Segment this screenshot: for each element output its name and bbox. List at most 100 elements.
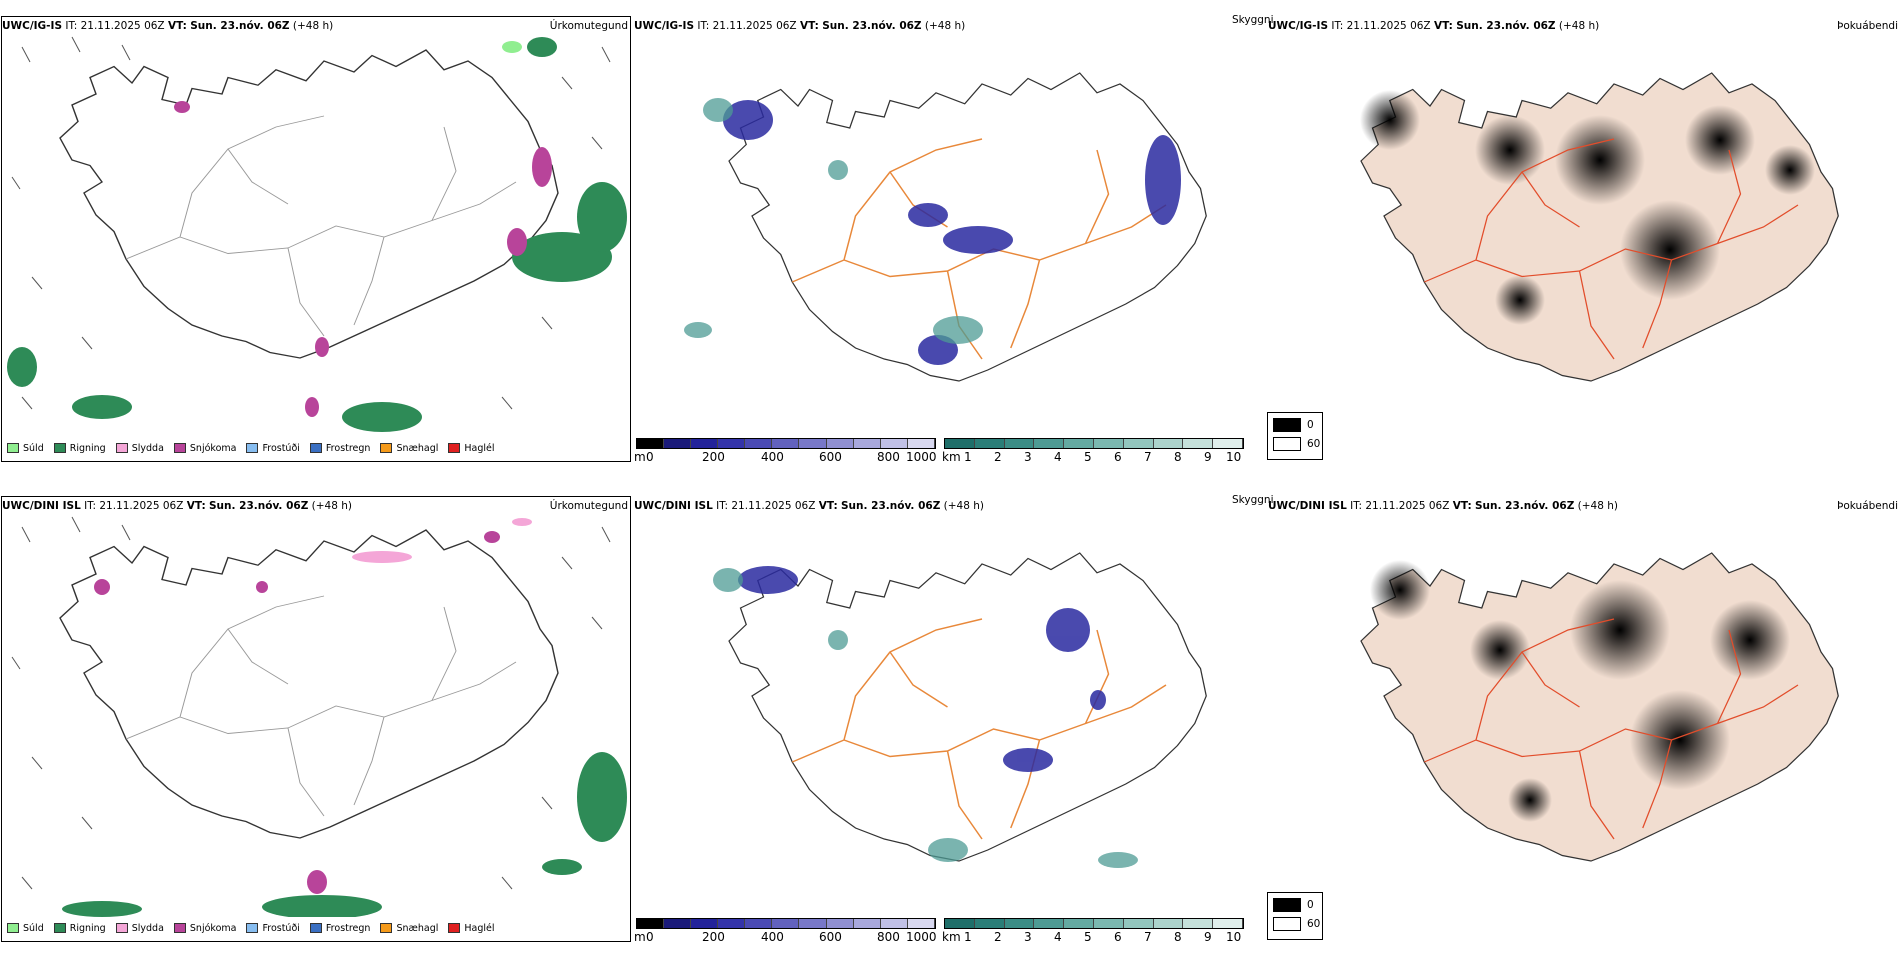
legend-item-freezing-drizzle: Frostúði	[246, 923, 300, 934]
colorbar-cell	[1064, 919, 1094, 928]
colorbar-cell	[1213, 919, 1243, 928]
legend-swatch	[115, 443, 128, 453]
colorbar-cell	[907, 439, 935, 448]
precip-legend: Súld Rigning Slydda Snjókoma Frostúði Fr…	[1, 435, 631, 461]
fog-header: UWC/IG-IS IT: 21.11.2025 06Z VT: Sun. 23…	[1268, 20, 1600, 32]
colorbar-cell	[1153, 439, 1184, 448]
colorbar-cell	[1183, 439, 1214, 448]
colorbar-cell	[853, 919, 881, 928]
legend-item-sleet: Slydda	[115, 923, 164, 934]
colorbar-cell	[945, 439, 975, 448]
legend-swatch	[53, 443, 66, 453]
fog-areas	[1360, 90, 1815, 325]
visibility-colorbar: km 1 2 3 4 5 6 7 8 9 10	[942, 918, 1244, 944]
precip-map	[11, 516, 627, 917]
cloud-base-colorbar: m 0 200 400 600 800 1000	[634, 438, 937, 464]
sleet-areas	[352, 518, 532, 563]
colorbar-cell	[637, 919, 665, 928]
fog-indicator-panel: UWC/IG-IS IT: 21.11.2025 06Z VT: Sun. 23…	[1266, 0, 1900, 475]
legend-item-snow-pellets: Snæhagl	[380, 443, 438, 454]
legend-item-freezing-rain: Frostregn	[309, 443, 370, 454]
cloud-title: Skyggni	[1232, 494, 1274, 506]
cloud-visibility-map	[713, 552, 1207, 868]
colorbar-cell	[1034, 439, 1065, 448]
legend-swatch	[7, 923, 19, 933]
wind-barb-icon	[11, 516, 611, 890]
fog-legend-item: 60	[1273, 917, 1322, 931]
fog-legend-item: 60	[1273, 437, 1322, 451]
snow-areas	[174, 101, 552, 417]
colorbar-cell	[1123, 439, 1154, 448]
low-cloud-areas	[738, 566, 1106, 772]
cloud-base-cells	[636, 438, 936, 449]
precip-map-frame	[1, 496, 631, 942]
colorbar-cell	[664, 919, 692, 928]
colorbar-cell	[974, 439, 1005, 448]
fog-indicator-panel: UWC/DINI ISL IT: 21.11.2025 06Z VT: Sun.…	[1266, 480, 1900, 955]
colorbar-cell	[637, 439, 665, 448]
visibility-cells	[944, 918, 1244, 929]
cloud-base-labels: m 0 200 400 600 800 1000	[634, 450, 937, 464]
colorbar-cell	[799, 919, 827, 928]
legend-swatch	[448, 923, 461, 933]
legend-item-rain: Rigning	[53, 923, 106, 934]
legend-item-rain: Rigning	[53, 443, 106, 454]
cloud-header: UWC/IG-IS IT: 21.11.2025 06Z VT: Sun. 23…	[634, 20, 966, 32]
colorbar-cell	[1093, 919, 1124, 928]
cloud-base-cells	[636, 918, 936, 929]
cloud-title: Skyggni	[1232, 14, 1274, 26]
fog-areas	[1370, 560, 1790, 822]
legend-swatch	[53, 923, 66, 933]
road-network-icon	[125, 115, 517, 337]
legend-swatch	[1273, 418, 1301, 432]
legend-swatch	[173, 923, 186, 933]
legend-item-drizzle: Súld	[7, 443, 44, 454]
legend-swatch	[448, 443, 461, 453]
colorbar-cell	[691, 919, 719, 928]
colorbar-cell	[664, 439, 692, 448]
precip-legend: Súld Rigning Slydda Snjókoma Frostúði Fr…	[1, 915, 631, 941]
legend-swatch	[173, 443, 186, 453]
legend-swatch	[380, 443, 393, 453]
precip-header: UWC/DINI ISL IT: 21.11.2025 06Z VT: Sun.…	[2, 500, 353, 512]
precip-title: Úrkomutegund	[549, 500, 628, 512]
legend-swatch	[1273, 917, 1301, 931]
iceland-coastline-icon	[59, 529, 559, 839]
colorbar-cell	[1123, 919, 1154, 928]
legend-item-freezing-rain: Frostregn	[309, 923, 370, 934]
legend-item-snow-pellets: Snæhagl	[380, 923, 438, 934]
legend-swatch	[1273, 898, 1301, 912]
legend-swatch	[7, 443, 19, 453]
colorbar-cell	[945, 919, 975, 928]
snow-areas	[94, 531, 500, 894]
colorbar-cell	[772, 919, 800, 928]
fog-title: Þokuábendi	[1837, 20, 1898, 32]
legend-item-freezing-drizzle: Frostúði	[246, 443, 300, 454]
colorbar-cell	[1183, 919, 1214, 928]
fog-legend-item: 0	[1273, 418, 1322, 432]
colorbar-cell	[691, 439, 719, 448]
rain-areas	[7, 37, 627, 432]
drizzle-area	[502, 41, 522, 53]
visibility-areas	[684, 98, 983, 344]
colorbar-cell	[907, 919, 935, 928]
cloud-header: UWC/DINI ISL IT: 21.11.2025 06Z VT: Sun.…	[634, 500, 985, 512]
colorbar-cell	[799, 439, 827, 448]
fog-header: UWC/DINI ISL IT: 21.11.2025 06Z VT: Sun.…	[1268, 500, 1619, 512]
colorbar-cell	[772, 439, 800, 448]
colorbar-cell	[826, 919, 854, 928]
legend-item-hail: Haglél	[448, 443, 495, 454]
colorbar-cell	[1064, 439, 1094, 448]
legend-swatch	[1273, 437, 1301, 451]
colorbar-cell	[1213, 439, 1243, 448]
legend-item-drizzle: Súld	[7, 923, 44, 934]
precip-type-panel: UWC/IG-IS IT: 21.11.2025 06Z VT: Sun. 23…	[0, 0, 632, 475]
visibility-labels: km 1 2 3 4 5 6 7 8 9 10	[942, 450, 1242, 464]
legend-item-sleet: Slydda	[115, 443, 164, 454]
colorbar-cell	[1093, 439, 1124, 448]
colorbar-cell	[718, 439, 746, 448]
precip-map-frame	[1, 16, 631, 462]
legend-item-snow: Snjókoma	[173, 923, 236, 934]
fog-map	[1360, 72, 1839, 382]
fog-legend-item: 0	[1273, 898, 1322, 912]
